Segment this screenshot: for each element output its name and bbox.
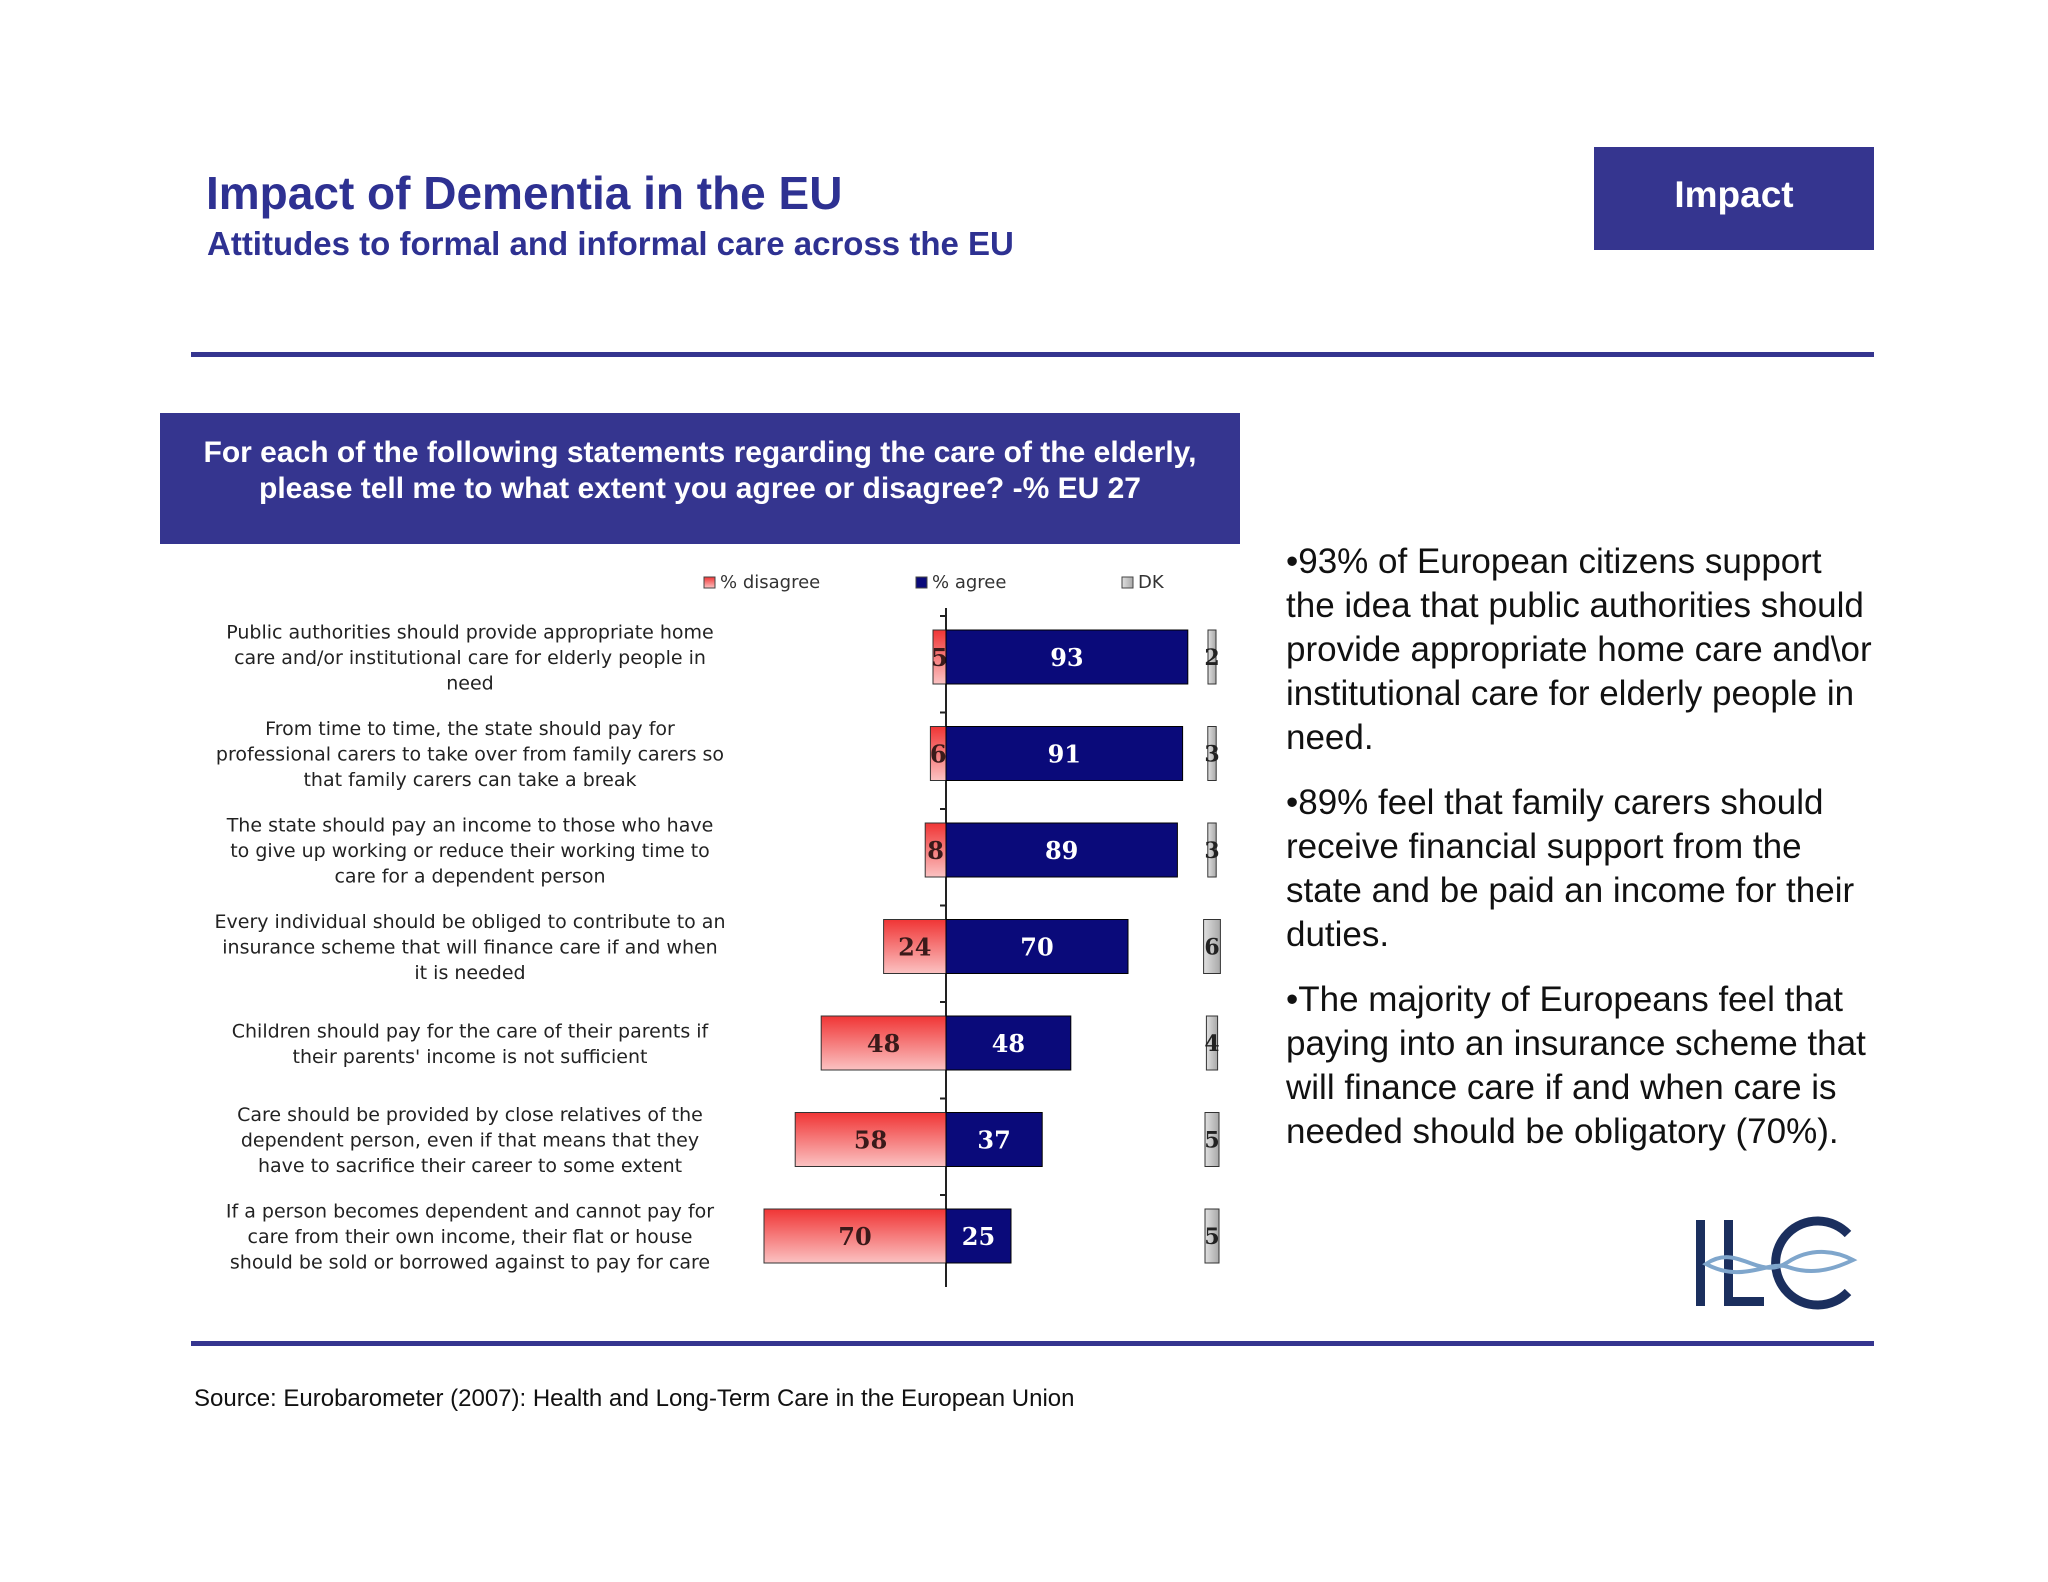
statement-label: care from their own income, their flat o… xyxy=(248,1226,693,1248)
statement-label: professional carers to take over from fa… xyxy=(216,744,724,766)
value-label-dk: 4 xyxy=(1204,1031,1219,1057)
statement-label: insurance scheme that will finance care … xyxy=(222,937,717,959)
value-label-dk: 6 xyxy=(1204,935,1219,961)
bar-disagree xyxy=(763,1208,947,1264)
bar-agree xyxy=(945,822,1178,878)
value-label-disagree: 8 xyxy=(927,836,944,865)
chart-row-6: Care should be provided by close relativ… xyxy=(237,1104,1220,1177)
bar-agree xyxy=(945,726,1184,781)
bar-disagree xyxy=(820,1015,947,1071)
statement-label: it is needed xyxy=(414,962,525,984)
statement-label: Care should be provided by close relativ… xyxy=(237,1104,703,1126)
statement-label: should be sold or borrowed against to pa… xyxy=(230,1252,710,1274)
page-subtitle: Attitudes to formal and informal care ac… xyxy=(207,225,1014,262)
chart-legend: % disagree % agree DK xyxy=(703,572,1165,593)
legend-swatch-agree xyxy=(915,576,928,589)
legend-label-agree: % agree xyxy=(932,572,1006,593)
statement-label: Every individual should be obliged to co… xyxy=(215,911,726,933)
page-title: Impact of Dementia in the EU xyxy=(206,167,843,219)
bar-agree xyxy=(945,1208,1012,1264)
chart-row-2: From time to time, the state should pay … xyxy=(216,718,1220,791)
impact-badge: Impact xyxy=(1594,147,1874,250)
value-label-dk: 5 xyxy=(1204,1128,1219,1154)
statement-label: Children should pay for the care of thei… xyxy=(232,1020,710,1042)
value-label-disagree: 6 xyxy=(930,740,947,769)
value-label-disagree: 24 xyxy=(898,933,931,962)
bar-agree xyxy=(945,1015,1072,1071)
question-line-2: please tell me to what extent you agree … xyxy=(259,472,1141,505)
bar-dk xyxy=(1204,1208,1220,1264)
chart-svg: % disagree % agree DK Public authorities s… xyxy=(215,572,1221,1287)
statement-label: have to sacrifice their career to some e… xyxy=(258,1155,682,1177)
value-label-agree: 48 xyxy=(992,1029,1025,1058)
value-label-dk: 3 xyxy=(1204,742,1219,768)
value-label-agree: 93 xyxy=(1050,643,1083,672)
chart-row-4: Every individual should be obliged to co… xyxy=(215,911,1221,984)
bar-dk xyxy=(1207,822,1217,878)
bar-dk xyxy=(1203,919,1221,974)
value-label-disagree: 70 xyxy=(838,1222,871,1251)
statement-label: to give up working or reduce their worki… xyxy=(230,840,710,862)
bar-agree xyxy=(945,629,1189,685)
ilc-logo xyxy=(1688,1212,1858,1314)
bottom-divider xyxy=(191,1341,1874,1346)
statement-label: From time to time, the state should pay … xyxy=(265,718,675,740)
statement-label: that family carers can take a break xyxy=(303,769,636,791)
value-label-dk: 3 xyxy=(1204,838,1219,864)
legend-label-disagree: % disagree xyxy=(720,572,820,593)
statement-label: The state should pay an income to those … xyxy=(226,815,714,837)
value-label-disagree: 5 xyxy=(931,643,948,672)
statement-label: care for a dependent person xyxy=(334,866,605,888)
finding-2: •89% feel that family carers should rece… xyxy=(1286,783,1855,954)
source-note: Source: Eurobarometer (2007): Health and… xyxy=(194,1385,1075,1412)
question-box: For each of the following statements reg… xyxy=(160,413,1240,544)
diverging-bar-chart: % disagree % agree DK Public authorities s… xyxy=(160,556,1240,1296)
bar-dk xyxy=(1207,726,1217,781)
value-label-dk: 5 xyxy=(1204,1224,1219,1250)
value-label-agree: 25 xyxy=(962,1222,995,1251)
legend-label-dk: DK xyxy=(1138,572,1165,593)
statement-label: Public authorities should provide approp… xyxy=(226,622,714,644)
statement-label: dependent person, even if that means tha… xyxy=(241,1130,699,1152)
statement-label: their parents' income is not sufficient xyxy=(293,1046,648,1068)
chart-row-5: Children should pay for the care of thei… xyxy=(232,1015,1220,1071)
bar-disagree xyxy=(794,1112,947,1167)
question-line-1: For each of the following statements reg… xyxy=(203,436,1197,469)
legend-swatch-dk xyxy=(1121,576,1134,589)
value-label-agree: 91 xyxy=(1048,740,1081,769)
statement-label: If a person becomes dependent and cannot… xyxy=(226,1201,714,1223)
bar-dk xyxy=(1205,1015,1219,1071)
statement-label: need xyxy=(446,673,493,695)
finding-1: •93% of European citizens support the id… xyxy=(1286,542,1872,757)
value-label-agree: 37 xyxy=(977,1126,1010,1155)
bar-dk xyxy=(1204,1112,1220,1167)
chart-row-3: The state should pay an income to those … xyxy=(226,815,1220,888)
top-divider xyxy=(191,352,1874,357)
value-label-agree: 70 xyxy=(1020,933,1053,962)
bar-agree xyxy=(945,919,1129,974)
bar-disagree xyxy=(883,919,947,974)
finding-3: •The majority of Europeans feel that pay… xyxy=(1286,980,1866,1151)
ilc-logo-graphic xyxy=(1696,1216,1858,1310)
bar-dk xyxy=(1207,629,1217,685)
value-label-agree: 89 xyxy=(1045,836,1078,865)
value-label-disagree: 48 xyxy=(867,1029,900,1058)
legend-swatch-disagree xyxy=(703,576,716,589)
chart-row-7: If a person becomes dependent and cannot… xyxy=(226,1201,1220,1274)
value-label-disagree: 58 xyxy=(854,1126,887,1155)
key-findings: •93% of European citizens support the id… xyxy=(1286,540,1876,1175)
chart-row-1: Public authorities should provide approp… xyxy=(226,622,1219,695)
bar-agree xyxy=(945,1112,1043,1167)
chart-rows: Public authorities should provide approp… xyxy=(215,622,1221,1274)
statement-label: care and/or institutional care for elder… xyxy=(234,647,706,669)
value-label-dk: 2 xyxy=(1204,645,1219,671)
